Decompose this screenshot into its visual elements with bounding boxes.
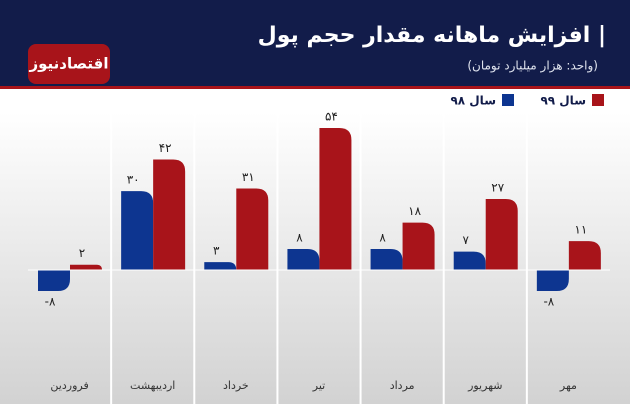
header-stripe [0,86,630,89]
bar [236,188,269,270]
legend-swatch [592,94,604,106]
bar [38,270,70,292]
value-label: -۸ [45,295,56,309]
value-label: ۴۲ [159,141,172,155]
bar [370,248,403,270]
value-label: ۳۰ [127,173,140,187]
bar [153,159,186,270]
logo-box [28,44,110,84]
x-tick-label: تیر [312,379,325,392]
bar [70,264,102,270]
x-tick-label: فروردین [50,379,88,392]
logo-tagline: سایت مرجع اقتصاد ایران [20,90,119,99]
x-tick-label: شهریور [467,379,502,392]
value-label: ۲ [79,246,85,260]
bar [568,241,601,270]
bar [287,248,320,270]
x-tick-label: اردیبهشت [130,379,175,392]
x-tick-label: خرداد [223,379,249,392]
logo-name: اقتصادنیوز [29,55,109,73]
value-label: ۳ [213,244,220,258]
value-label: ۲۷ [491,181,504,195]
value-label: ۵۴ [325,110,338,124]
bar [453,251,486,270]
x-tick-label: مرداد [390,379,415,392]
value-label: ۸ [296,230,303,244]
bar [121,191,154,270]
bar [536,270,569,292]
chart-title: | افزایش ماهانه مقدار حجم پول [258,23,606,48]
bar [485,199,518,270]
value-label: ۱۸ [408,204,421,218]
value-label: ۸ [379,230,386,244]
bar [204,262,237,270]
legend-label: سال ۹۸ [450,94,496,108]
chart-subtitle: (واحد: هزار میلیارد تومان) [467,59,598,74]
legend-label: سال ۹۹ [540,94,586,108]
value-label: ۳۱ [242,170,255,184]
value-label: ۷ [462,233,469,247]
value-label: ۱۱ [574,223,587,237]
bar [319,128,352,270]
x-tick-label: مهر [559,379,577,392]
legend-swatch [502,94,514,106]
value-label: -۸ [543,295,554,309]
bar [402,222,435,270]
